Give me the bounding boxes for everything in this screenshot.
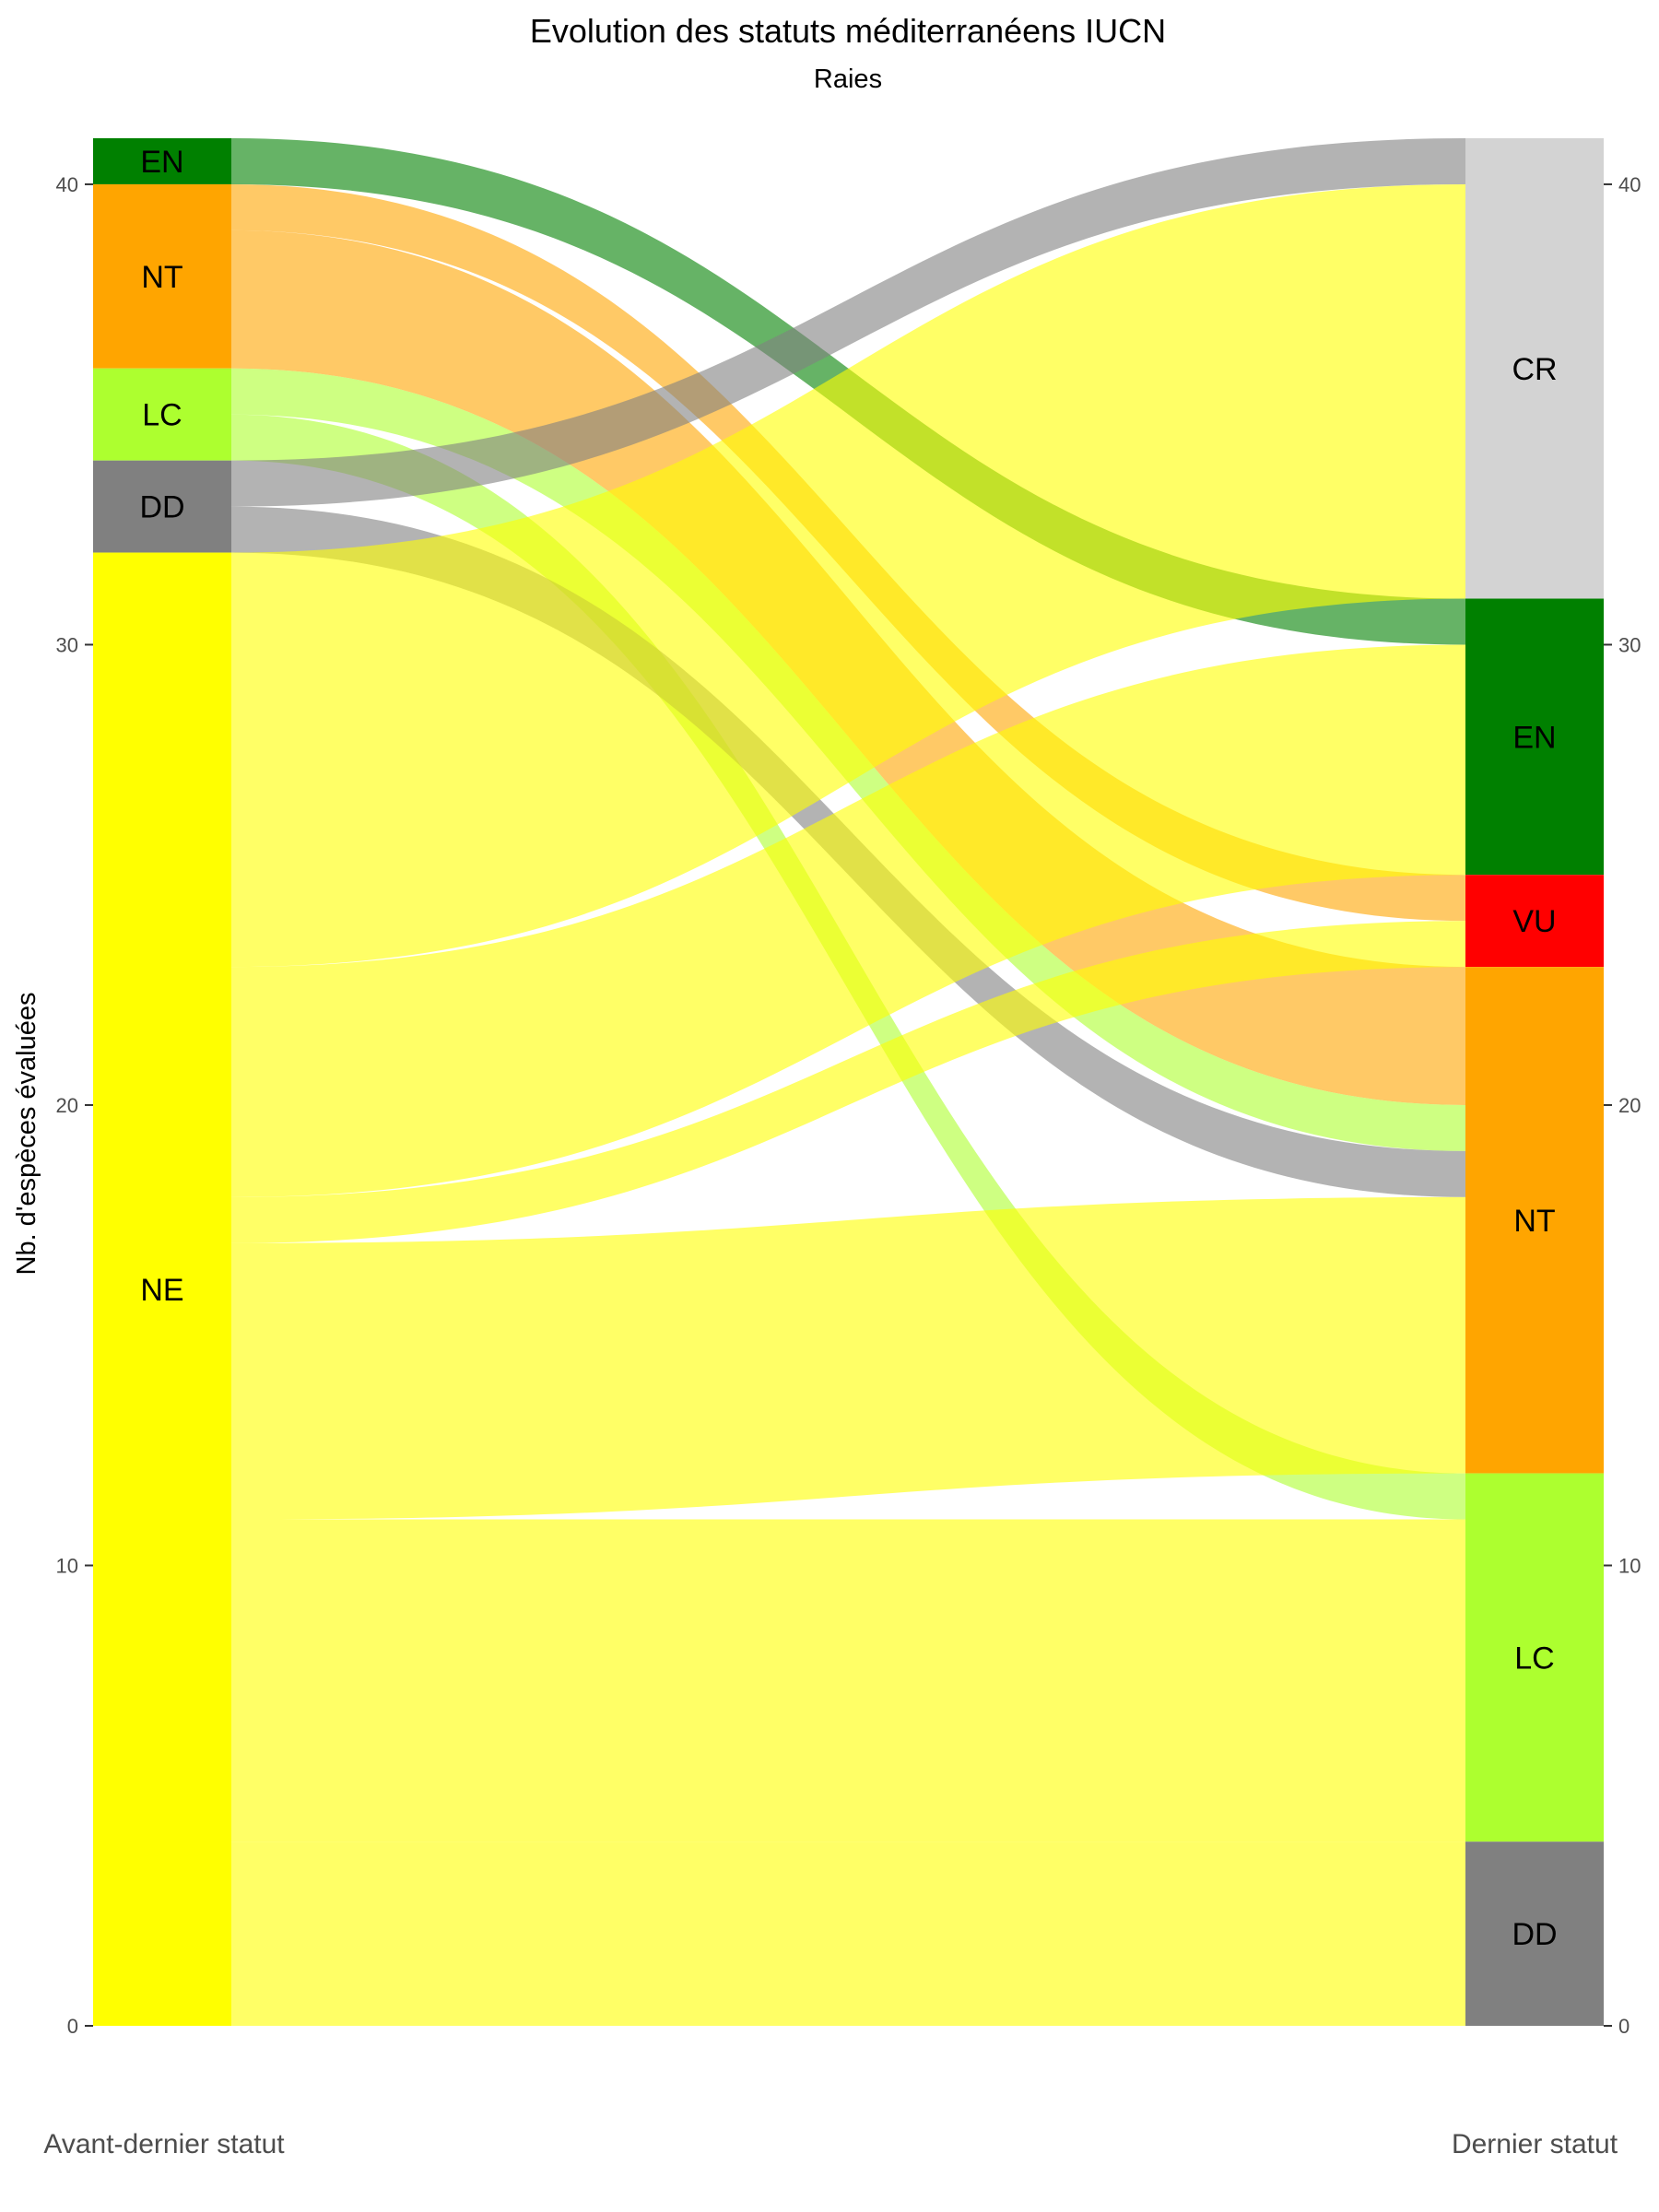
flow-ne-to-cr xyxy=(231,183,1465,968)
right-node-en xyxy=(1465,598,1604,876)
left-node-label-dd: DD xyxy=(139,490,184,525)
axis-label-right: Dernier statut xyxy=(1452,2129,1618,2159)
flow-ne-to-en xyxy=(231,644,1465,1197)
left-node-en xyxy=(93,138,231,184)
axis-label-left: Avant-dernier statut xyxy=(43,2129,285,2159)
right-node-nt xyxy=(1465,967,1604,1474)
right-node-cr xyxy=(1465,138,1604,599)
flow-ne-to-dd xyxy=(231,1841,1465,2026)
left-node-lc xyxy=(93,368,231,461)
right-node-label-cr: CR xyxy=(1512,352,1557,387)
flows-layer xyxy=(231,138,1465,2026)
left-node-label-lc: LC xyxy=(142,398,182,433)
right-node-label-vu: VU xyxy=(1512,904,1556,939)
flow-ne-to-lc xyxy=(231,1519,1465,1842)
y-tick-label-left-30: 30 xyxy=(56,633,78,656)
flow-ne-to-vu xyxy=(231,921,1465,1243)
left-node-label-ne: NE xyxy=(140,1273,183,1308)
chart-title: Evolution des statuts méditerranéens IUC… xyxy=(530,12,1166,50)
flow-dd-to-cr xyxy=(231,138,1465,507)
y-tick-label-right-30: 30 xyxy=(1618,633,1641,656)
nodes-layer: EN NT LC DD NE CR EN VU NT LC DD xyxy=(93,138,1604,2026)
left-node-nt xyxy=(93,183,231,369)
flow-ne-to-nt xyxy=(231,1196,1465,1520)
y-axis-title: Nb. d'espèces évaluées xyxy=(12,992,41,1275)
y-tick-label-right-20: 20 xyxy=(1618,1094,1641,1117)
y-tick-label-left-0: 0 xyxy=(67,2015,78,2038)
right-node-lc xyxy=(1465,1473,1604,1842)
y-tick-label-left-10: 10 xyxy=(56,1554,78,1577)
right-node-label-dd: DD xyxy=(1512,1917,1557,1952)
left-node-ne xyxy=(93,552,231,2026)
axes-layer: 0 0 10 10 20 20 30 30 40 40 xyxy=(56,173,1641,2038)
y-tick-label-left-20: 20 xyxy=(56,1094,78,1117)
chart-subtitle: Raies xyxy=(814,65,882,94)
right-node-dd xyxy=(1465,1841,1604,2026)
right-node-label-nt: NT xyxy=(1513,1204,1555,1239)
y-tick-label-right-10: 10 xyxy=(1618,1554,1641,1577)
y-tick-label-left-40: 40 xyxy=(56,173,78,196)
y-tick-label-right-0: 0 xyxy=(1618,2015,1630,2038)
left-node-label-en: EN xyxy=(140,145,183,180)
right-node-vu xyxy=(1465,875,1604,968)
y-tick-label-right-40: 40 xyxy=(1618,173,1641,196)
right-node-label-en: EN xyxy=(1512,720,1556,755)
left-node-label-nt: NT xyxy=(141,260,182,295)
left-node-dd xyxy=(93,460,231,553)
right-node-label-lc: LC xyxy=(1514,1641,1554,1676)
